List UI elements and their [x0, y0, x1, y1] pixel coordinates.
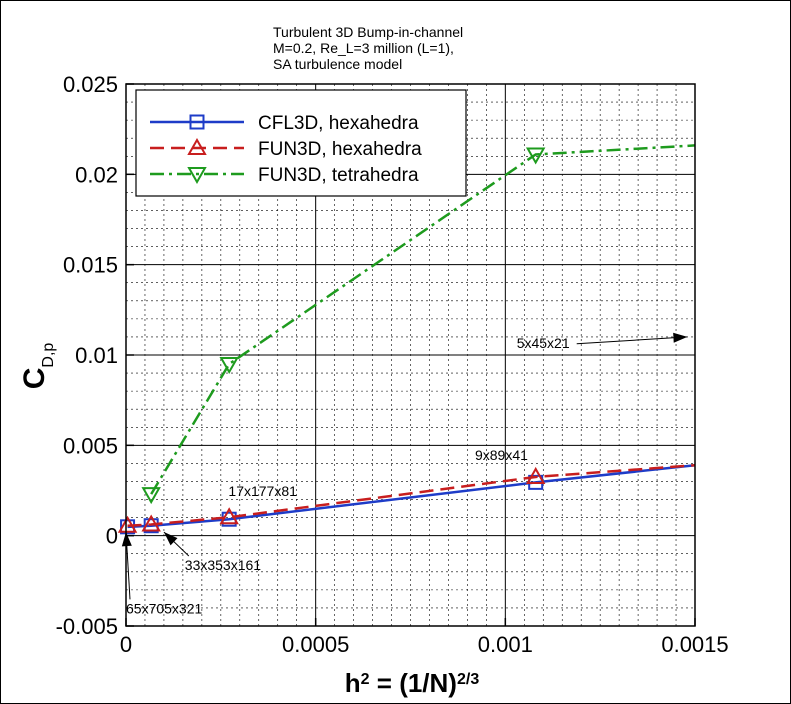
data-point-series-1	[141, 514, 161, 532]
annotation-label-0: 5x45x21	[517, 335, 570, 351]
data-point-series-0	[143, 518, 159, 534]
y-tick-label: 0.01	[75, 343, 118, 368]
legend-marker-1	[187, 137, 207, 155]
y-tick-label: 0	[106, 524, 118, 549]
annotation-arrowhead-4	[121, 532, 132, 547]
x-tick-label: 0.001	[478, 632, 533, 657]
series-layer	[117, 144, 696, 535]
series-line-0	[127, 463, 696, 529]
series-2	[141, 144, 696, 505]
data-point-series-2	[141, 487, 161, 505]
x-tick-label: 0.0015	[661, 632, 728, 657]
annotation-arrowhead-3	[163, 532, 178, 546]
legend-marker-2	[187, 167, 207, 185]
annotation-label-2: 17x177x81	[228, 483, 297, 499]
annotation-arrowhead-0	[673, 332, 688, 343]
legend-label-2: FUN3D, tetrahedra	[258, 165, 419, 186]
x-tick-label: 0.0005	[282, 632, 349, 657]
legend-label-1: FUN3D, hexahedra	[258, 139, 422, 160]
y-tick-label: 0.005	[63, 433, 118, 458]
annotation-label-1: 9x89x41	[475, 447, 528, 463]
data-point-series-1	[219, 507, 239, 525]
annotations-layer: 5x45x21 9x89x41 17x177x81 33x353x161 65x705x…	[121, 332, 688, 616]
data-point-series-1	[117, 515, 138, 533]
data-point-series-2	[219, 357, 239, 375]
x-tick-label: 0	[120, 632, 132, 657]
series-line-1	[127, 463, 696, 527]
annotation-leader-0	[576, 336, 688, 345]
legend-marker-0	[189, 114, 205, 130]
chart-title-line-1: Turbulent 3D Bump-in-channel	[273, 24, 464, 40]
y-tick-label: 0.025	[63, 72, 118, 97]
data-point-series-2	[525, 147, 546, 165]
y-tick-label: 0.015	[63, 253, 118, 278]
legend-box	[135, 89, 467, 197]
annotation-label-3: 33x353x161	[185, 557, 262, 573]
legend: CFL3D, hexahedra FUN3D, hexahedra FUN3D, t…	[135, 89, 467, 197]
annotation-label-4: 65x705x321	[126, 600, 203, 616]
series-line-2	[150, 144, 696, 495]
chart-title-line-2: M=0.2, Re_L=3 million (L=1),	[273, 40, 454, 56]
axis-ticks: 0 0.0005 0.001 0.0015-0.00500.0050.010.0150…	[56, 72, 729, 657]
data-point-series-0	[120, 519, 136, 535]
legend-label-0: CFL3D, hexahedra	[258, 113, 419, 134]
y-tick-label: -0.005	[56, 614, 118, 639]
data-point-series-1	[525, 466, 546, 484]
y-axis-label: CD,p	[18, 343, 57, 390]
x-axis-label: h2 = (1/N)2/3	[345, 668, 480, 698]
chart-title-line-3: SA turbulence model	[273, 56, 403, 72]
y-tick-label: 0.02	[75, 162, 118, 187]
series-1	[117, 463, 696, 533]
